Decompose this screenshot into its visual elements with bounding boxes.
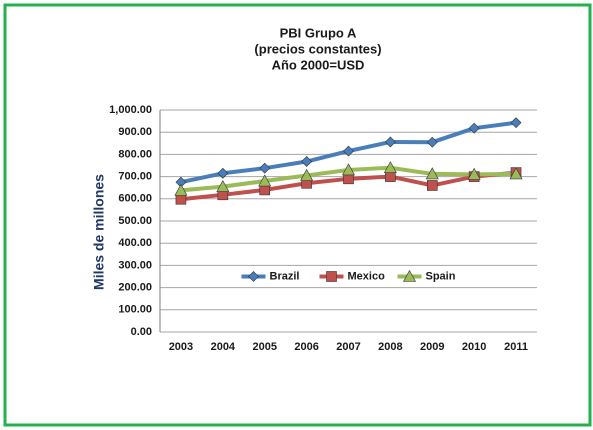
marker — [425, 167, 439, 180]
marker — [217, 167, 229, 179]
marker — [402, 269, 417, 282]
marker — [259, 162, 271, 174]
marker — [216, 179, 230, 192]
marker — [341, 163, 356, 176]
marker — [300, 168, 314, 181]
marker — [426, 180, 438, 191]
x-tick-label: 2004 — [211, 341, 236, 353]
chart-title: PBI Grupo A — [280, 25, 357, 40]
y-tick-label: 200.00 — [118, 282, 152, 294]
x-tick-label: 2006 — [294, 341, 318, 353]
y-tick-label: 900.00 — [118, 126, 152, 138]
y-tick-label: 800.00 — [118, 148, 152, 160]
marker — [301, 156, 313, 167]
marker — [326, 271, 337, 282]
x-tick-label: 2008 — [378, 341, 402, 353]
marker — [259, 184, 271, 196]
legend-label: Brazil — [270, 270, 300, 282]
legend-label: Mexico — [348, 270, 386, 282]
x-tick-label: 2005 — [252, 341, 276, 353]
y-tick-label: 100.00 — [118, 304, 152, 316]
x-tick-label: 2007 — [336, 341, 360, 353]
marker — [174, 183, 188, 196]
x-tick-label: 2010 — [462, 341, 486, 353]
frame — [3, 3, 592, 427]
marker — [510, 117, 522, 129]
y-tick-label: 1,000.00 — [109, 104, 152, 116]
y-tick-label: 300.00 — [118, 259, 152, 271]
x-tick-label: 2003 — [169, 341, 193, 353]
marker — [426, 136, 438, 148]
y-tick-label: 700.00 — [118, 171, 152, 183]
marker — [258, 174, 272, 187]
y-axis-label: Miles de millones — [91, 174, 107, 290]
marker — [509, 167, 523, 180]
marker — [468, 122, 480, 134]
marker — [384, 136, 396, 148]
x-tick-label: 2011 — [504, 341, 528, 353]
x-tick-label: 2009 — [420, 341, 444, 353]
legend-label: Spain — [426, 270, 456, 282]
marker — [248, 271, 259, 282]
marker — [343, 145, 354, 157]
marker — [175, 193, 187, 205]
marker — [467, 167, 481, 180]
marker — [385, 171, 396, 182]
marker — [343, 173, 354, 185]
y-tick-label: 500.00 — [118, 215, 152, 227]
y-tick-label: 0.00 — [131, 326, 152, 338]
y-tick-label: 400.00 — [118, 237, 152, 249]
chart-title: Año 2000=USD — [272, 57, 365, 72]
y-tick-label: 600.00 — [118, 193, 152, 205]
marker — [383, 161, 397, 174]
chart-title: (precios constantes) — [254, 41, 381, 56]
